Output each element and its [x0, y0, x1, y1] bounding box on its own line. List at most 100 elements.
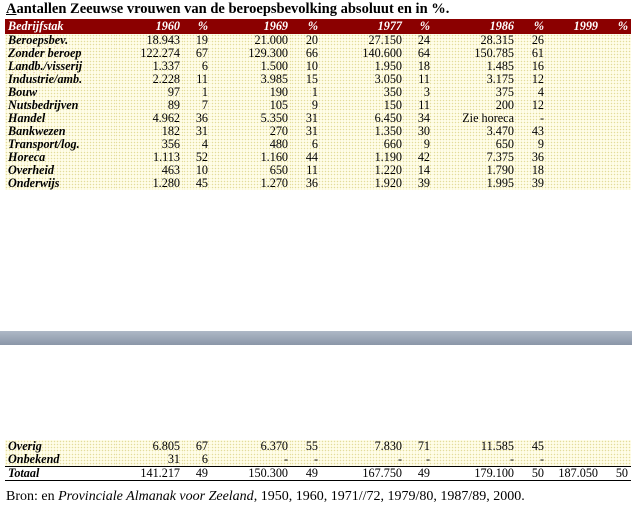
table-cell: 45: [183, 177, 211, 190]
table-title: Aantallen Zeeuwse vrouwen van de beroeps…: [6, 1, 449, 18]
table-cell: 43: [517, 125, 547, 138]
table-cell: 18: [405, 60, 433, 73]
row-label: Handel: [5, 112, 115, 125]
table-cell: 6.370: [211, 440, 291, 453]
table-cell: 45: [517, 440, 547, 453]
table-cell: 55: [291, 440, 321, 453]
table-cell: -: [517, 112, 547, 125]
table-cell: [547, 47, 601, 60]
table-cell: 67: [183, 47, 211, 60]
table-cell: 50: [601, 466, 631, 481]
table-cell: 1.995: [433, 177, 517, 190]
table-cell: [547, 60, 601, 73]
table-row: Beroepsbev. 18.943 19 21.000 20 27.150 24 28.31…: [5, 34, 631, 47]
header-row: Bedrijfstak 1960 % 1969 % 1977 % 1986 % …: [5, 19, 631, 34]
table-cell: 12: [517, 99, 547, 112]
source-title: Provinciale Almanak voor Zeeland: [58, 489, 254, 504]
header-1999: 1999: [547, 19, 601, 34]
source-suffix: , 1950, 1960, 1971//72, 1979/80, 1987/89…: [253, 489, 525, 504]
table-cell: 14: [405, 164, 433, 177]
table-cell: 129.300: [211, 47, 291, 60]
table-cell: 350: [321, 86, 405, 99]
table-cell: [601, 99, 631, 112]
table-cell: 1.220: [321, 164, 405, 177]
table-cell: 375: [433, 86, 517, 99]
table-cell: 11: [291, 164, 321, 177]
table-cell: 16: [517, 60, 547, 73]
table-cell: 11: [183, 73, 211, 86]
header-1986: 1986: [433, 19, 517, 34]
table-cell: [547, 34, 601, 47]
table-cell: 1.790: [433, 164, 517, 177]
table-cell: 31: [115, 453, 183, 467]
table-cell: 31: [183, 125, 211, 138]
table-cell: 1.160: [211, 151, 291, 164]
table-cell: 1: [183, 86, 211, 99]
table-cell: 49: [405, 466, 433, 481]
table-row: Nutsbedrijven 89 7 105 9 150 11 200 12: [5, 99, 631, 112]
table-cell: 9: [405, 138, 433, 151]
title-text: antallen Zeeuwse vrouwen van de beroepsb…: [16, 1, 450, 17]
table-cell: 44: [291, 151, 321, 164]
table-cell: 140.600: [321, 47, 405, 60]
table-cell: 42: [405, 151, 433, 164]
total-label: Totaal: [5, 466, 115, 481]
table-row: Bouw 97 1 190 1 350 3 375 4: [5, 86, 631, 99]
table-cell: 150.300: [211, 466, 291, 481]
table-cell: 1.920: [321, 177, 405, 190]
table-cell: 24: [405, 34, 433, 47]
table-cell: Zie horeca: [433, 112, 517, 125]
table-cell: 31: [291, 112, 321, 125]
table-cell: 39: [517, 177, 547, 190]
table-cell: -: [291, 453, 321, 467]
table-cell: 39: [405, 177, 433, 190]
row-label: Bankwezen: [5, 125, 115, 138]
header-sector: Bedrijfstak: [5, 19, 115, 34]
table-cell: 49: [183, 466, 211, 481]
table-cell: 2.228: [115, 73, 183, 86]
table-cell: 52: [183, 151, 211, 164]
table-cell: 21.000: [211, 34, 291, 47]
table-cell: 141.217: [115, 466, 183, 481]
table-cell: 3.050: [321, 73, 405, 86]
header-pct-1977: %: [405, 19, 433, 34]
table-cell: 150.785: [433, 47, 517, 60]
table-cell: [547, 177, 601, 190]
row-label: Horeca: [5, 151, 115, 164]
table-cell: [601, 138, 631, 151]
table-cell: 11.585: [433, 440, 517, 453]
table-cell: 190: [211, 86, 291, 99]
table-cell: 18.943: [115, 34, 183, 47]
table-cell: [601, 34, 631, 47]
table-cell: 27.150: [321, 34, 405, 47]
source-prefix: Bron: en: [6, 489, 59, 504]
table-cell: 18: [517, 164, 547, 177]
table-cell: 3.175: [433, 73, 517, 86]
table-cell: 61: [517, 47, 547, 60]
table-cell: 1.350: [321, 125, 405, 138]
table-cell: 12: [517, 73, 547, 86]
table-cell: 660: [321, 138, 405, 151]
table-cell: 4: [183, 138, 211, 151]
row-label: Landb./visserij: [5, 60, 115, 73]
table-cell: 167.750: [321, 466, 405, 481]
table-cell: 9: [291, 99, 321, 112]
table-cell: [601, 125, 631, 138]
row-label: Transport/log.: [5, 138, 115, 151]
table-row: Zonder beroep 122.274 67 129.300 66 140.600 64…: [5, 47, 631, 60]
header-pct-1969: %: [291, 19, 321, 34]
table-cell: 11: [405, 73, 433, 86]
table-cell: 4.962: [115, 112, 183, 125]
table-cell: 650: [211, 164, 291, 177]
table-cell: 1.113: [115, 151, 183, 164]
row-label: Bouw: [5, 86, 115, 99]
table-cell: [547, 112, 601, 125]
table-cell: 15: [291, 73, 321, 86]
table-cell: [601, 112, 631, 125]
row-label: Beroepsbev.: [5, 34, 115, 47]
table-row: Handel 4.962 36 5.350 31 6.450 34 Zie horeca -: [5, 112, 631, 125]
table-cell: 34: [405, 112, 433, 125]
table-cell: 7.375: [433, 151, 517, 164]
header-pct-1999: %: [601, 19, 631, 34]
row-label: Onderwijs: [5, 177, 115, 190]
